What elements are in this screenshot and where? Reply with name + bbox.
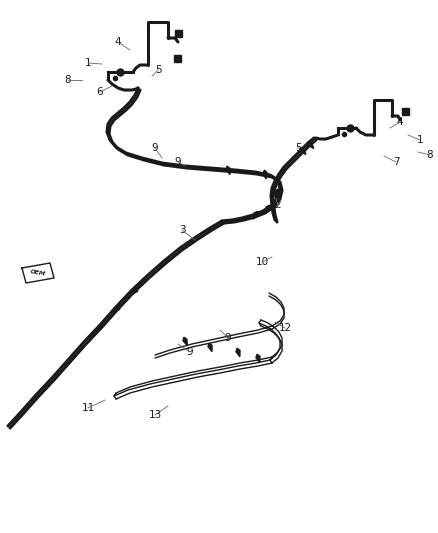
Text: 4: 4	[397, 117, 403, 127]
Polygon shape	[236, 348, 240, 357]
Polygon shape	[226, 166, 230, 175]
Text: 13: 13	[148, 410, 162, 420]
Polygon shape	[263, 170, 267, 179]
Polygon shape	[132, 288, 138, 294]
Text: 1: 1	[417, 135, 423, 145]
Text: 1: 1	[85, 58, 91, 68]
Text: 4: 4	[115, 37, 121, 47]
Text: 10: 10	[255, 257, 268, 267]
Text: 5: 5	[155, 65, 161, 75]
Bar	[175, 30, 182, 37]
Text: 6: 6	[97, 87, 103, 97]
Polygon shape	[208, 343, 212, 352]
Polygon shape	[256, 354, 260, 363]
Text: 9: 9	[152, 143, 158, 153]
Polygon shape	[275, 189, 279, 198]
Text: 11: 11	[81, 403, 95, 413]
Text: 9: 9	[225, 333, 231, 343]
Polygon shape	[183, 337, 187, 345]
Text: 9: 9	[175, 157, 181, 167]
Text: 2: 2	[275, 200, 281, 210]
Text: OEM: OEM	[30, 269, 46, 277]
Bar	[174, 55, 181, 62]
Text: 3: 3	[179, 225, 185, 235]
Polygon shape	[265, 205, 270, 213]
Bar	[402, 108, 409, 115]
Text: 12: 12	[279, 323, 292, 333]
Polygon shape	[96, 325, 102, 331]
Text: 8: 8	[427, 150, 433, 160]
Polygon shape	[308, 142, 314, 149]
Text: 9: 9	[187, 347, 193, 357]
Text: 5: 5	[295, 143, 301, 153]
Text: 8: 8	[65, 75, 71, 85]
Text: 7: 7	[393, 157, 399, 167]
Polygon shape	[114, 306, 120, 312]
Polygon shape	[253, 212, 258, 219]
Polygon shape	[300, 148, 306, 155]
